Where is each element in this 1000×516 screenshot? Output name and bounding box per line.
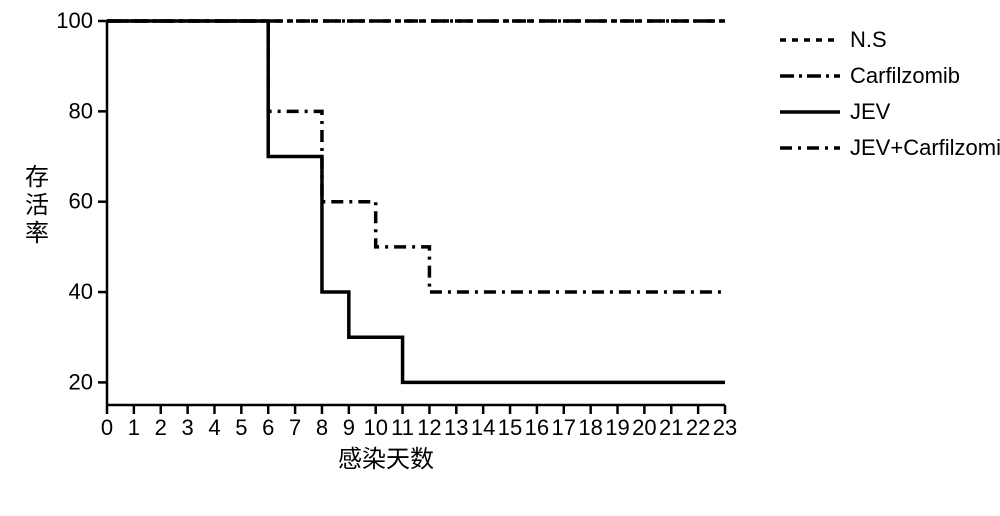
x-tick-label: 9 <box>343 415 355 440</box>
survival-chart: 2040608010001234567891011121314151617181… <box>0 0 1000 516</box>
x-tick-label: 18 <box>578 415 602 440</box>
legend-label: JEV+Carfilzomib <box>850 135 1000 160</box>
x-tick-label: 21 <box>659 415 683 440</box>
x-tick-label: 1 <box>128 415 140 440</box>
x-tick-label: 12 <box>417 415 441 440</box>
x-tick-label: 14 <box>471 415 495 440</box>
x-tick-label: 16 <box>525 415 549 440</box>
x-tick-label: 19 <box>605 415 629 440</box>
x-tick-label: 20 <box>632 415 656 440</box>
y-axis-label-char: 率 <box>25 220 49 247</box>
x-tick-label: 15 <box>498 415 522 440</box>
x-tick-label: 0 <box>101 415 113 440</box>
x-tick-label: 23 <box>713 415 737 440</box>
x-tick-label: 7 <box>289 415 301 440</box>
y-tick-label: 100 <box>56 8 93 33</box>
chart-svg: 2040608010001234567891011121314151617181… <box>0 0 1000 516</box>
x-tick-label: 2 <box>155 415 167 440</box>
x-axis-label: 感染天数 <box>338 446 434 473</box>
x-tick-label: 4 <box>208 415 220 440</box>
y-tick-label: 80 <box>69 98 93 123</box>
legend-label: Carfilzomib <box>850 63 960 88</box>
x-tick-label: 11 <box>391 415 414 440</box>
x-tick-label: 17 <box>552 415 576 440</box>
y-tick-label: 20 <box>69 369 93 394</box>
x-tick-label: 3 <box>181 415 193 440</box>
series-jev-carfilzomib <box>107 21 725 292</box>
legend-label: N.S <box>850 27 887 52</box>
legend-label: JEV <box>850 99 891 124</box>
y-axis-label-char: 活 <box>25 192 49 219</box>
x-tick-label: 6 <box>262 415 274 440</box>
y-axis-label-char: 存 <box>25 164 49 191</box>
x-tick-label: 13 <box>444 415 468 440</box>
series-jev <box>107 21 725 382</box>
y-tick-label: 60 <box>69 189 93 214</box>
x-tick-label: 5 <box>235 415 247 440</box>
x-tick-label: 8 <box>316 415 328 440</box>
y-tick-label: 40 <box>69 279 93 304</box>
x-tick-label: 10 <box>363 415 387 440</box>
x-tick-label: 22 <box>686 415 710 440</box>
